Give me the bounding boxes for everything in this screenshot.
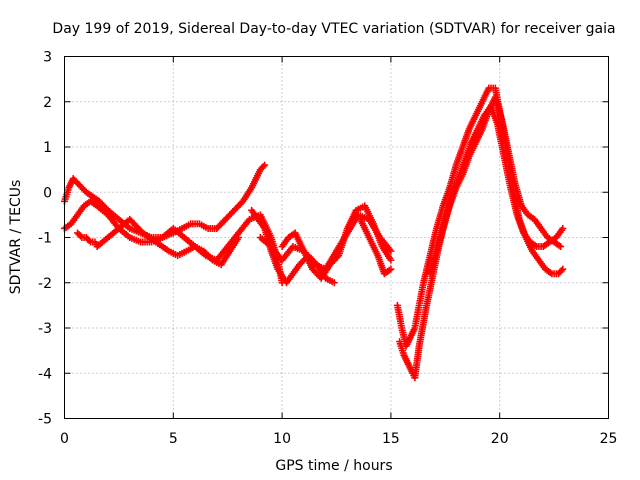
data-point	[261, 161, 269, 169]
y-tick-label: -4	[38, 366, 52, 382]
plot-frame	[64, 56, 609, 419]
y-tick-label: 2	[43, 95, 52, 111]
x-axis-label: GPS time / hours	[275, 458, 392, 474]
x-tick-label: 0	[60, 431, 69, 447]
data-point	[259, 163, 267, 171]
y-tick-label: -1	[38, 231, 52, 247]
series-track-j	[426, 93, 565, 278]
y-tick-labels: 3 2 1 0 -1 -2 -3 -4 -5	[38, 50, 52, 428]
series-track-g	[356, 215, 395, 278]
data-point	[559, 265, 567, 273]
data-point	[557, 267, 565, 275]
y-tick-label: -3	[38, 321, 52, 337]
data-point	[207, 255, 215, 263]
x-tick-labels: 0 5 10 15 20 25	[60, 431, 617, 447]
data-point	[559, 224, 567, 232]
data-point	[387, 265, 395, 273]
x-tick-label: 5	[169, 431, 178, 447]
data-points	[61, 84, 567, 382]
data-point	[330, 279, 338, 287]
data-point	[85, 237, 93, 245]
x-tick-label: 25	[600, 431, 618, 447]
series-track-e	[278, 202, 395, 282]
data-point	[387, 247, 395, 255]
series-track-c	[74, 215, 243, 269]
x-tick-label: 15	[382, 431, 400, 447]
data-point	[235, 234, 243, 241]
y-tick-label: 3	[43, 50, 52, 66]
data-point	[557, 243, 565, 251]
x-tick-label: 10	[273, 431, 291, 447]
data-point	[387, 256, 395, 264]
y-tick-label: -5	[38, 412, 52, 428]
data-point	[76, 232, 84, 240]
y-tick-label: 1	[43, 140, 52, 156]
y-tick-label: 0	[43, 185, 52, 201]
x-tick-label: 20	[491, 431, 509, 447]
chart-title: Day 199 of 2019, Sidereal Day-to-day VTE…	[52, 21, 615, 37]
series-track-i	[396, 102, 567, 382]
data-point	[333, 253, 341, 261]
y-axis-label: SDTVAR / TECUs	[8, 180, 24, 295]
series-track-f	[248, 206, 338, 287]
y-tick-label: -2	[38, 276, 52, 292]
